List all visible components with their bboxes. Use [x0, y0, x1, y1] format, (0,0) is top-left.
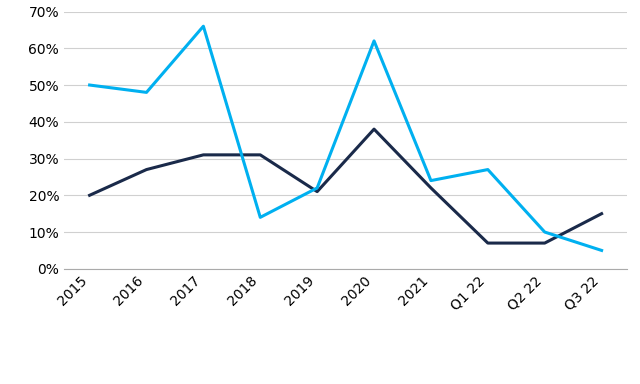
Revenue growth: [427, 185, 435, 190]
Employee growth: [200, 24, 207, 28]
Employee growth: [86, 83, 93, 87]
Employee growth: [541, 230, 548, 234]
Employee growth: [598, 248, 605, 253]
Employee growth: [427, 178, 435, 183]
Revenue growth: [314, 189, 321, 194]
Revenue growth: [86, 193, 93, 198]
Revenue growth: [598, 211, 605, 216]
Line: Employee growth: Employee growth: [90, 26, 602, 250]
Revenue growth: [370, 127, 378, 131]
Revenue growth: [541, 241, 548, 245]
Revenue growth: [257, 152, 264, 157]
Employee growth: [314, 185, 321, 190]
Employee growth: [484, 167, 492, 172]
Employee growth: [370, 39, 378, 43]
Revenue growth: [200, 152, 207, 157]
Employee growth: [143, 90, 150, 95]
Employee growth: [257, 215, 264, 220]
Revenue growth: [484, 241, 492, 245]
Line: Revenue growth: Revenue growth: [90, 129, 602, 243]
Revenue growth: [143, 167, 150, 172]
